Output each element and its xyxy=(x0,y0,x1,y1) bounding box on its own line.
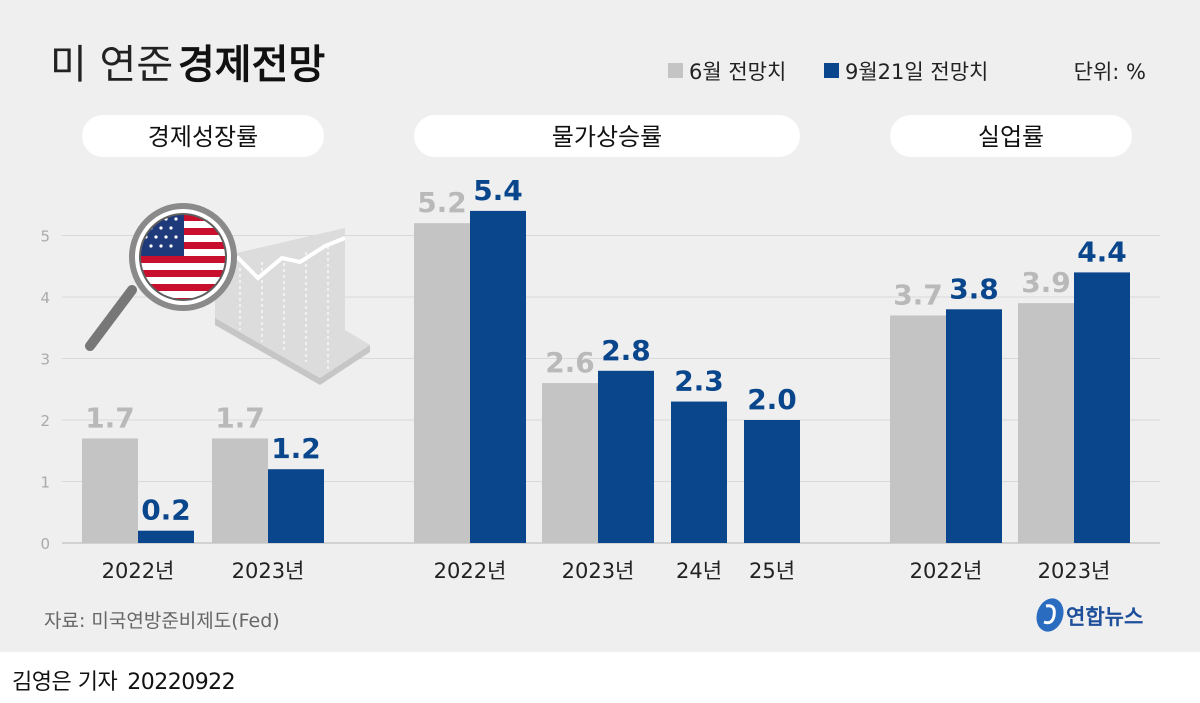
y-tick-label: 3 xyxy=(40,351,50,369)
bar-september-2-1 xyxy=(1074,272,1130,543)
category-label: 24년 xyxy=(676,559,722,583)
bar-june-1-0 xyxy=(414,223,470,543)
category-label: 2022년 xyxy=(102,559,175,583)
logo-text: 연합뉴스 xyxy=(1066,605,1143,629)
bar-september-1-0 xyxy=(470,210,526,543)
byline: 김영은 기자 20220922 xyxy=(12,664,236,696)
value-label-september: 2.3 xyxy=(674,365,724,398)
bar-september-0-0 xyxy=(138,530,194,543)
infographic: 미 연준 경제전망 6월 전망치 9월21일 전망치 단위: % 경제성장률 물… xyxy=(0,0,1200,652)
category-label: 2023년 xyxy=(232,559,305,583)
group-label-unemployment: 실업률 xyxy=(978,123,1044,151)
magnifier-flag-illustration xyxy=(85,203,370,385)
y-tick-label: 0 xyxy=(40,535,50,553)
legend-label-september: 9월21일 전망치 xyxy=(845,60,988,84)
category-label: 2023년 xyxy=(562,559,635,583)
value-label-september: 5.4 xyxy=(473,174,523,207)
group-pill-unemployment xyxy=(890,115,1132,157)
bar-september-0-1 xyxy=(268,469,324,543)
value-label-june: 2.6 xyxy=(545,346,595,379)
yonhap-logo: 연합뉴스 xyxy=(1036,598,1143,632)
group-pill-inflation xyxy=(414,115,800,157)
value-label-september: 2.8 xyxy=(601,334,651,367)
unit-label: 단위: % xyxy=(1074,60,1146,84)
value-label-september: 3.8 xyxy=(949,272,999,305)
group-label-inflation: 물가상승률 xyxy=(552,123,662,151)
category-label: 2023년 xyxy=(1038,559,1111,583)
legend-swatch-september xyxy=(824,63,839,78)
value-label-june: 5.2 xyxy=(417,186,467,219)
bar-june-0-1 xyxy=(212,438,268,543)
byline-bar: 김영은 기자 20220922 xyxy=(0,652,1200,703)
value-label-september: 0.2 xyxy=(141,494,191,527)
bar-june-2-1 xyxy=(1018,303,1074,543)
value-label-june: 3.9 xyxy=(1021,266,1071,299)
category-label: 2022년 xyxy=(434,559,507,583)
value-label-september: 1.2 xyxy=(271,432,321,465)
source-text: 자료: 미국연방준비제도(Fed) xyxy=(44,610,280,632)
reporter-name: 김영은 기자 xyxy=(12,670,118,695)
bar-september-1-1 xyxy=(598,370,654,543)
value-label-september: 2.0 xyxy=(747,383,797,416)
y-tick-label: 2 xyxy=(40,412,50,430)
bar-september-1-2 xyxy=(671,401,727,543)
group-pill-growth xyxy=(82,115,324,157)
y-tick-label: 5 xyxy=(40,228,50,246)
chart: 미 연준 경제전망 6월 전망치 9월21일 전망치 단위: % 경제성장률 물… xyxy=(40,42,1160,632)
publish-date: 20220922 xyxy=(127,670,236,695)
title-main: 경제전망 xyxy=(178,42,325,88)
category-label: 25년 xyxy=(749,559,795,583)
bar-june-2-0 xyxy=(890,315,946,543)
bar-september-1-3 xyxy=(744,420,800,543)
bar-june-1-1 xyxy=(542,383,598,543)
legend-swatch-june xyxy=(668,63,683,78)
title-prefix: 미 연준 xyxy=(50,42,173,88)
legend-label-june: 6월 전망치 xyxy=(689,60,786,84)
value-label-september: 4.4 xyxy=(1077,235,1127,268)
category-label: 2022년 xyxy=(910,559,983,583)
y-tick-label: 4 xyxy=(40,289,50,307)
group-label-growth: 경제성장률 xyxy=(148,123,258,151)
value-label-june: 1.7 xyxy=(215,401,265,434)
value-label-june: 3.7 xyxy=(893,278,943,311)
bar-june-0-0 xyxy=(82,438,138,543)
value-label-june: 1.7 xyxy=(85,401,135,434)
y-tick-label: 1 xyxy=(40,474,50,492)
bar-september-2-0 xyxy=(946,309,1002,543)
